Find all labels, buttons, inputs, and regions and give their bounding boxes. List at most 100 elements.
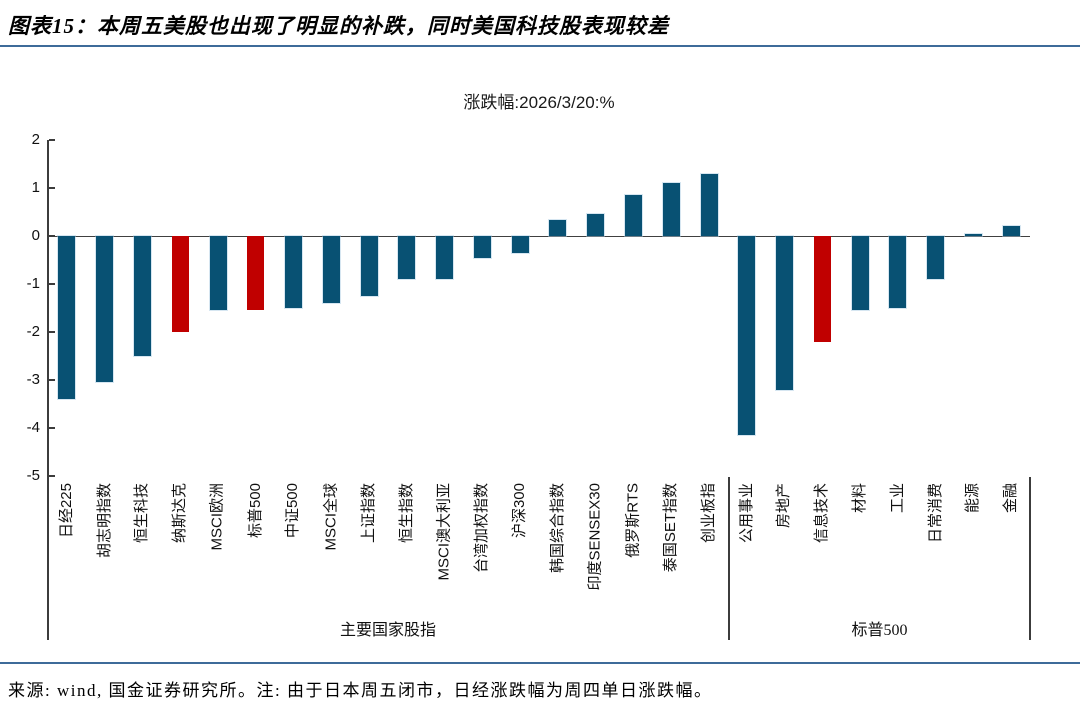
bar-泰国SET指数 (662, 183, 680, 236)
bar-中证500 (285, 236, 302, 308)
bar-创业板指 (700, 173, 718, 236)
category-cell: 信息技术 (803, 481, 841, 637)
category-cell: 房地产 (766, 481, 804, 637)
bar-工业 (889, 236, 907, 308)
y-tick-label--3: -3 (26, 371, 40, 388)
category-label-沪深300: 沪深300 (511, 483, 529, 539)
category-label-韩国综合指数: 韩国综合指数 (548, 483, 566, 574)
category-cell: 公用事业 (728, 481, 766, 637)
category-label-中证500: 中证500 (284, 483, 302, 539)
y-tick-label-0: 0 (31, 227, 40, 244)
group-label-country-indexes: 主要国家股指 (339, 622, 436, 639)
source-note: 来源: wind, 国金证券研究所。注: 由于日本周五闭市，日经涨跌幅为周四单日… (8, 681, 713, 700)
category-label-房地产: 房地产 (775, 483, 793, 529)
y-tick-label--1: -1 (26, 275, 40, 292)
bar-胡志明指数 (96, 236, 114, 383)
bar-恒生科技 (133, 236, 151, 356)
category-label-恒生科技: 恒生科技 (133, 483, 151, 544)
category-cell: 日经225 (48, 481, 86, 637)
category-cell: 金融 (992, 481, 1030, 637)
category-label-日经225: 日经225 (57, 483, 75, 539)
y-tick-label--2: -2 (26, 323, 40, 340)
bar-沪深300 (511, 236, 529, 253)
category-axis-labels: 日经225 胡志明指数 恒生科技 纳斯达克 MSCI欧洲 标普500 中证500 MSCI全球… (48, 481, 1030, 637)
y-tick-mark (49, 379, 55, 381)
footer-divider-line (0, 662, 1080, 664)
category-label-MSCI全球: MSCI全球 (322, 483, 340, 551)
category-label-恒生指数: 恒生指数 (397, 483, 415, 544)
category-cell: MSCI澳大利亚 (426, 481, 464, 637)
category-label-金融: 金融 (1002, 483, 1020, 514)
bar-印度SENSEX30 (587, 214, 605, 236)
bar-恒生指数 (398, 236, 416, 280)
category-label-创业板指: 创业板指 (700, 483, 717, 544)
bar-韩国综合指数 (549, 220, 567, 236)
y-axis-line (47, 140, 49, 640)
bar-俄罗斯RTS (624, 195, 642, 236)
category-label-纳斯达克: 纳斯达克 (171, 483, 189, 544)
bar-材料 (851, 236, 869, 311)
category-label-俄罗斯RTS: 俄罗斯RTS (624, 483, 642, 558)
title-divider-line (0, 45, 1080, 47)
bar-上证指数 (360, 236, 378, 296)
bar-金融 (1002, 226, 1020, 236)
y-tick-mark (49, 331, 55, 333)
category-cell: 材料 (841, 481, 879, 637)
category-label-上证指数: 上证指数 (360, 483, 377, 544)
figure-title: 图表15：本周五美股也出现了明显的补跌，同时美国科技股表现较差 (8, 14, 669, 38)
category-label-工业: 工业 (888, 483, 906, 514)
bar-台湾加权指数 (473, 236, 491, 258)
axis-end-line (1029, 477, 1031, 640)
category-cell: 韩国综合指数 (539, 481, 577, 637)
category-label-印度SENSEX30: 印度SENSEX30 (586, 483, 604, 591)
bar-信息技术 (813, 236, 831, 342)
category-label-胡志明指数: 胡志明指数 (95, 483, 113, 559)
category-cell: 工业 (879, 481, 917, 637)
category-cell: 创业板指 (690, 481, 728, 637)
plot-area (48, 140, 1030, 476)
chart-subtitle: 涨跌幅:2026/3/20:% (463, 93, 615, 112)
category-label-能源: 能源 (964, 483, 982, 514)
category-label-标普500: 标普500 (246, 483, 264, 539)
category-cell: 印度SENSEX30 (577, 481, 615, 637)
bar-能源 (964, 233, 982, 236)
bar-MSCI全球 (322, 236, 340, 304)
category-cell: 上证指数 (350, 481, 388, 637)
y-tick-mark (49, 283, 55, 285)
category-cell: 标普500 (237, 481, 275, 637)
zero-axis-line (48, 235, 1030, 237)
category-label-公用事业: 公用事业 (737, 483, 755, 544)
category-cell: 日常消费 (917, 481, 955, 637)
bar-标普500 (247, 236, 265, 311)
category-cell: 泰国SET指数 (652, 481, 690, 637)
category-cell: 沪深300 (501, 481, 539, 637)
category-label-MSCI欧洲: MSCI欧洲 (209, 483, 226, 551)
y-tick-label--4: -4 (26, 419, 40, 436)
category-label-日常消费: 日常消费 (926, 483, 944, 544)
bar-日常消费 (927, 236, 945, 280)
group-separator-line (728, 477, 730, 640)
category-cell: 俄罗斯RTS (614, 481, 652, 637)
category-cell: MSCI全球 (312, 481, 350, 637)
y-tick-mark (49, 187, 55, 189)
group-label-sp500-sectors: 标普500 (851, 622, 908, 639)
category-cell: 恒生指数 (388, 481, 426, 637)
y-tick-mark (49, 139, 55, 141)
category-cell: 胡志明指数 (86, 481, 124, 637)
category-cell: MSCI欧洲 (199, 481, 237, 637)
category-cell: 纳斯达克 (161, 481, 199, 637)
category-label-台湾加权指数: 台湾加权指数 (473, 483, 491, 574)
category-cell: 中证500 (275, 481, 313, 637)
bar-纳斯达克 (171, 236, 189, 332)
category-cell: 恒生科技 (123, 481, 161, 637)
category-label-MSCI澳大利亚: MSCI澳大利亚 (435, 483, 453, 581)
y-tick-mark (49, 235, 55, 237)
bar-日经225 (58, 236, 76, 400)
y-tick-label-1: 1 (31, 179, 40, 196)
category-label-泰国SET指数: 泰国SET指数 (662, 483, 680, 573)
bar-MSCI澳大利亚 (436, 236, 454, 280)
y-tick-label-2: 2 (31, 131, 40, 148)
category-label-材料: 材料 (851, 483, 868, 514)
y-tick-mark (49, 475, 55, 477)
